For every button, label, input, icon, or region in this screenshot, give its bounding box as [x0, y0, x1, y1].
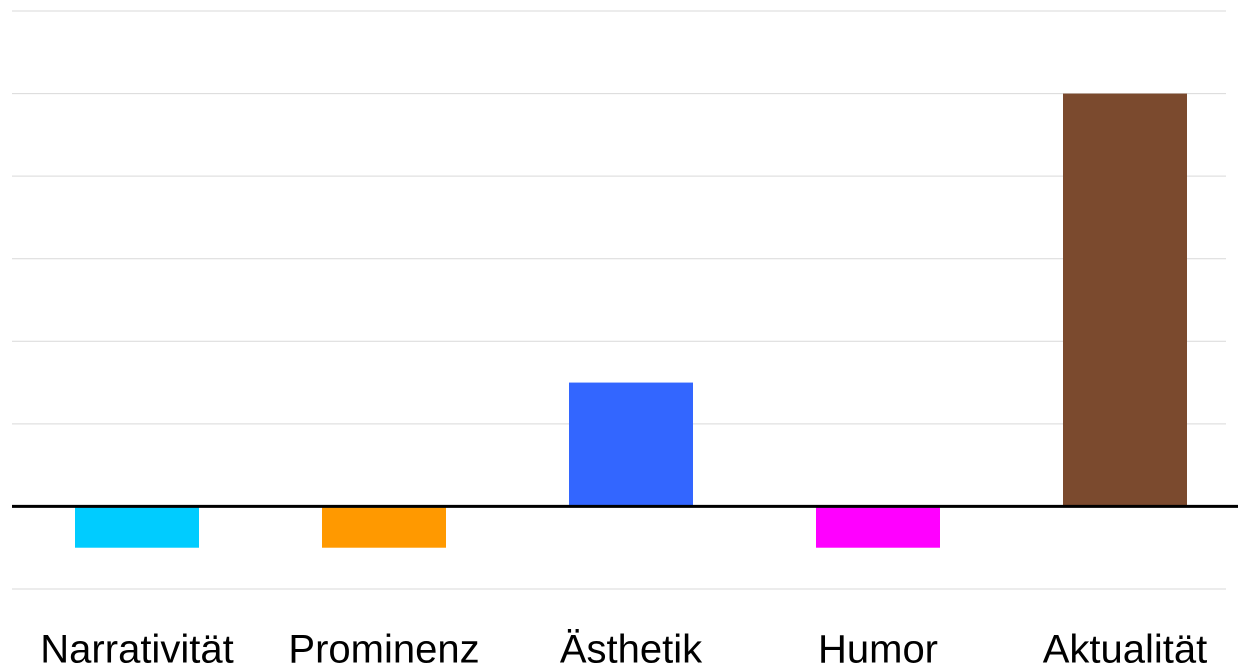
x-tick-label: Prominenz [288, 628, 479, 669]
x-tick-label: Ästhetik [560, 628, 703, 669]
bar [816, 506, 940, 548]
bar [75, 506, 199, 548]
bar [569, 382, 693, 507]
x-tick-label: Humor [818, 628, 938, 669]
bar [322, 506, 446, 548]
bar [1063, 93, 1187, 507]
x-tick-label: Narrativität [40, 628, 233, 669]
x-tick-label: Aktualität [1043, 628, 1208, 669]
